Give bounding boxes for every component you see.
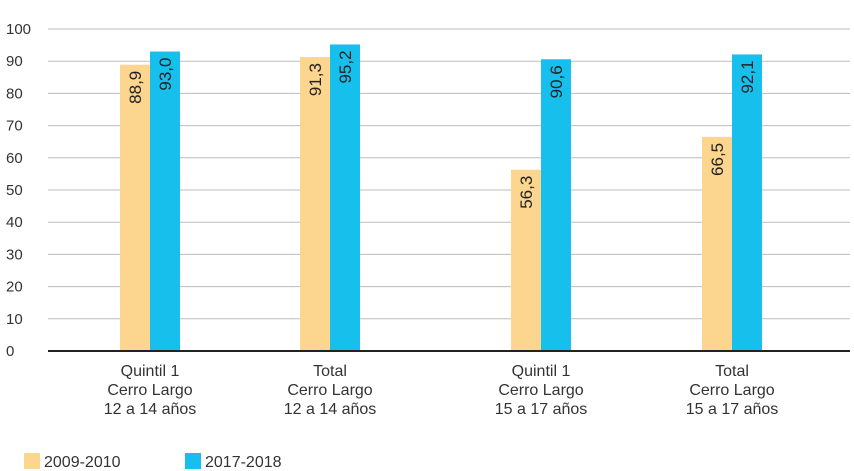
y-tick-label: 80 bbox=[6, 85, 23, 102]
y-axis-tick-labels: 0 10 20 30 40 50 60 70 80 90 100 bbox=[6, 21, 31, 360]
bar-2009-2010-3 bbox=[702, 136, 732, 351]
legend-swatch-2017-2018 bbox=[185, 453, 201, 469]
data-label: 66,5 bbox=[708, 143, 727, 176]
data-labels: 88,9 93,0 91,3 95,2 56,3 90,6 66,5 92,1 bbox=[126, 50, 757, 208]
legend: 2009-2010 2017-2018 bbox=[24, 453, 282, 471]
bar-2017-2018-3 bbox=[732, 54, 762, 352]
x-category-label: Cerro Largo bbox=[498, 382, 583, 399]
y-tick-label: 100 bbox=[6, 21, 31, 38]
data-label: 90,6 bbox=[547, 65, 566, 98]
bars bbox=[120, 44, 762, 352]
legend-label: 2017-2018 bbox=[205, 454, 282, 471]
bar-2017-2018-2 bbox=[541, 59, 571, 351]
x-category-label: Quintil 1 bbox=[121, 363, 180, 380]
x-category-label: Cerro Largo bbox=[689, 382, 774, 399]
x-category-label: Cerro Largo bbox=[107, 382, 192, 399]
y-tick-label: 10 bbox=[6, 311, 23, 328]
y-tick-label: 60 bbox=[6, 150, 23, 167]
x-category-label: Quintil 1 bbox=[512, 363, 571, 380]
x-category-label: Cerro Largo bbox=[287, 382, 372, 399]
data-label: 93,0 bbox=[156, 58, 175, 91]
data-label: 56,3 bbox=[517, 176, 536, 209]
data-label: 92,1 bbox=[738, 60, 757, 93]
data-label: 88,9 bbox=[126, 71, 145, 104]
bar-2017-2018-1 bbox=[330, 44, 360, 352]
legend-label: 2009-2010 bbox=[44, 454, 121, 471]
data-label: 91,3 bbox=[306, 63, 325, 96]
y-tick-label: 50 bbox=[6, 182, 23, 199]
y-tick-label: 30 bbox=[6, 246, 23, 263]
data-label: 95,2 bbox=[336, 50, 355, 83]
x-category-label: Total bbox=[715, 363, 749, 380]
bar-2009-2010-1 bbox=[300, 57, 330, 351]
x-category-label: 15 a 17 años bbox=[686, 401, 779, 418]
x-category-label: 12 a 14 años bbox=[284, 401, 377, 418]
x-category-label: 12 a 14 años bbox=[104, 401, 197, 418]
y-tick-label: 70 bbox=[6, 118, 23, 135]
bar-2017-2018-0 bbox=[150, 51, 180, 351]
x-category-label: Total bbox=[313, 363, 347, 380]
y-tick-label: 20 bbox=[6, 279, 23, 296]
x-axis-category-labels: Quintil 1 Cerro Largo 12 a 14 años Total Cer… bbox=[104, 363, 779, 418]
x-category-label: 15 a 17 años bbox=[495, 401, 588, 418]
bar-2009-2010-2 bbox=[511, 169, 541, 351]
legend-swatch-2009-2010 bbox=[24, 453, 40, 469]
y-tick-label: 90 bbox=[6, 53, 23, 70]
gridlines bbox=[48, 28, 850, 320]
y-tick-label: 40 bbox=[6, 214, 23, 231]
bar-2009-2010-0 bbox=[120, 64, 150, 351]
y-tick-label: 0 bbox=[6, 343, 14, 360]
